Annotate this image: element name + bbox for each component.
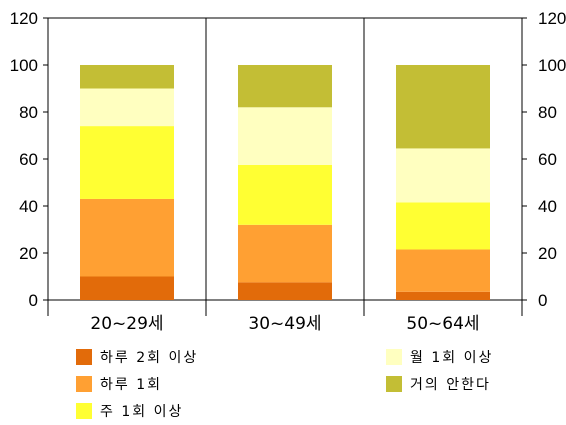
legend-label: 주 1회 이상 [100,404,184,420]
bar-segment [238,107,332,165]
y-axis-right-ticks: 0 20 40 60 80 100 120 [522,9,566,310]
bar-segment [238,224,332,283]
bars-group [80,65,490,300]
legend-item: 하루 2회 이상 [76,348,198,366]
y-axis-left-ticks: 0 20 40 60 80 100 120 [10,9,48,310]
legend-item: 거의 안한다 [386,375,491,393]
legend-label: 월 1회 이상 [410,350,494,366]
bar-segment [80,88,174,127]
legend-label: 하루 1회 [100,377,162,393]
legend-swatch [76,349,92,365]
legend-item: 주 1회 이상 [76,402,183,420]
x-category-label: 20~29세 [90,314,163,334]
legend-swatch [76,376,92,392]
y-tick-label-right: 80 [538,103,557,122]
bar-segment [396,249,490,292]
bar-segment [238,282,332,300]
bar-segment [396,148,490,203]
bar-segment [80,198,174,277]
y-tick-label-right: 60 [538,150,557,169]
y-tick-label-right: 40 [538,197,557,216]
bar-segment [238,164,332,225]
legend-swatch [76,403,92,419]
bar-segment [396,202,490,250]
x-category-label: 30~49세 [248,314,321,334]
bar-segment [238,65,332,108]
y-tick-label-right: 20 [538,244,557,263]
y-tick-label-left: 100 [10,56,38,75]
legend-label: 하루 2회 이상 [100,350,199,366]
legend-item: 하루 1회 [76,375,162,393]
y-tick-label-right: 0 [538,291,547,310]
y-tick-label-left: 120 [10,9,38,28]
y-tick-label-left: 60 [19,150,38,169]
bar-segment [80,126,174,199]
legend-swatch [386,376,402,392]
x-axis-categories: 20~29세 30~49세 50~64세 [90,314,479,334]
bar-segment [396,291,490,300]
x-category-label: 50~64세 [406,314,479,334]
y-tick-label-left: 40 [19,197,38,216]
y-tick-label-right: 100 [538,56,566,75]
bar-segment [396,65,490,149]
y-tick-label-right: 120 [538,9,566,28]
legend-label: 거의 안한다 [410,377,491,393]
y-tick-label-left: 20 [19,244,38,263]
y-tick-label-left: 80 [19,103,38,122]
y-tick-label-left: 0 [29,291,38,310]
legend-item: 월 1회 이상 [386,348,493,366]
bar-segment [80,276,174,300]
bar-segment [80,65,174,89]
legend-swatch [386,349,402,365]
